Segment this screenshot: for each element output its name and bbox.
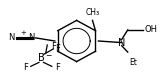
Text: F: F: [55, 44, 60, 53]
Text: B: B: [38, 53, 45, 63]
Text: −: −: [45, 52, 51, 61]
Text: F: F: [23, 63, 28, 72]
Text: CH₃: CH₃: [85, 8, 100, 17]
Text: +: +: [20, 30, 26, 36]
Text: F: F: [55, 63, 60, 72]
Text: N: N: [8, 33, 15, 42]
Text: N: N: [28, 33, 35, 42]
Text: OH: OH: [144, 25, 157, 34]
Text: F: F: [51, 42, 56, 51]
Text: Et: Et: [129, 58, 137, 67]
Text: N: N: [118, 38, 125, 48]
